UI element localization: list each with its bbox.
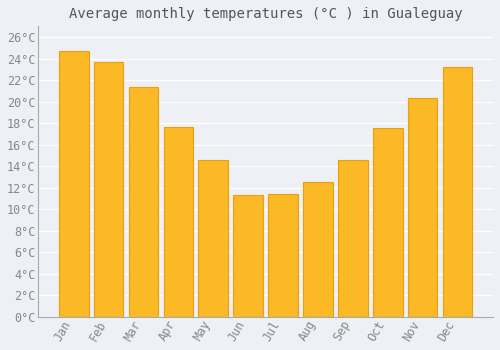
Bar <box>198 160 228 317</box>
Bar <box>373 128 402 317</box>
Title: Average monthly temperatures (°C ) in Gualeguay: Average monthly temperatures (°C ) in Gu… <box>69 7 462 21</box>
Bar <box>408 98 438 317</box>
Bar <box>234 195 263 317</box>
Bar <box>59 51 88 317</box>
Bar <box>94 62 124 317</box>
Bar <box>164 127 193 317</box>
Bar <box>338 160 368 317</box>
Bar <box>303 182 333 317</box>
Bar <box>442 67 472 317</box>
Bar <box>268 194 298 317</box>
Bar <box>128 86 158 317</box>
